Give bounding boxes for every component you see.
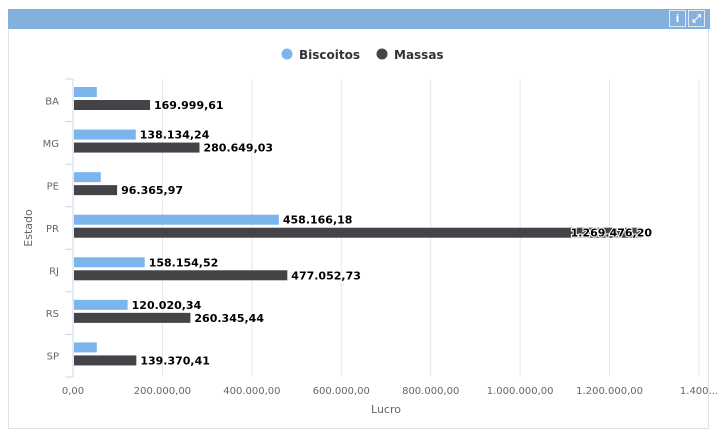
bar-massas	[74, 185, 118, 196]
data-label: 260.345,44	[194, 312, 264, 325]
card-header: i ⤢	[8, 9, 710, 29]
x-axis-title: Lucro	[371, 403, 401, 416]
bar-biscoitos	[74, 342, 97, 353]
bar-massas	[74, 100, 151, 110]
y-tick-label: BA	[45, 96, 59, 107]
data-label: 477.052,73	[291, 269, 361, 282]
legend-item-massas[interactable]: Massas	[394, 48, 444, 62]
bar-biscoitos	[74, 214, 279, 225]
x-tick-label: 400.000,00	[223, 386, 280, 397]
legend-item-biscoitos[interactable]: Biscoitos	[299, 48, 360, 62]
bar-biscoitos	[74, 87, 97, 97]
data-label: 158.154,52	[149, 256, 219, 269]
y-tick-label: MG	[43, 139, 59, 150]
y-tick-label: PR	[46, 224, 59, 235]
bar-biscoitos	[74, 299, 128, 310]
y-tick-label: SP	[47, 352, 59, 363]
bar-massas	[74, 270, 288, 281]
data-label: 120.020,34	[132, 299, 202, 312]
x-tick-label: 1.400...	[680, 386, 718, 397]
data-label: 96.365,97	[121, 184, 183, 197]
x-tick-label: 1.200.000,00	[576, 386, 643, 397]
legend-marker	[281, 48, 293, 60]
bar-massas	[74, 355, 137, 366]
bar-massas	[74, 142, 200, 153]
y-axis-title: Estado	[22, 209, 35, 247]
legend-marker	[376, 48, 388, 60]
bar-biscoitos	[74, 172, 101, 183]
x-tick-label: 1.000.000,00	[487, 386, 554, 397]
info-icon[interactable]: i	[669, 10, 686, 27]
x-tick-label: 0,00	[62, 386, 84, 397]
data-label: 138.134,24	[140, 129, 210, 142]
bar-biscoitos	[74, 129, 136, 140]
y-tick-label: RJ	[49, 267, 59, 278]
data-label: 169.999,61	[154, 99, 224, 112]
data-label: 1.269.476,20	[571, 227, 653, 240]
x-tick-label: 800.000,00	[402, 386, 459, 397]
data-label: 280.649,03	[203, 142, 273, 155]
y-tick-label: RS	[46, 309, 59, 320]
x-tick-label: 200.000,00	[134, 386, 191, 397]
bar-biscoitos	[74, 257, 145, 268]
data-label: 139.370,41	[140, 354, 210, 367]
bar-massas	[74, 312, 191, 323]
x-tick-label: 600.000,00	[313, 386, 370, 397]
bar-massas	[74, 227, 642, 238]
y-tick-label: PE	[47, 181, 59, 192]
data-label: 458.166,18	[283, 214, 353, 227]
expand-icon[interactable]: ⤢	[688, 10, 705, 27]
